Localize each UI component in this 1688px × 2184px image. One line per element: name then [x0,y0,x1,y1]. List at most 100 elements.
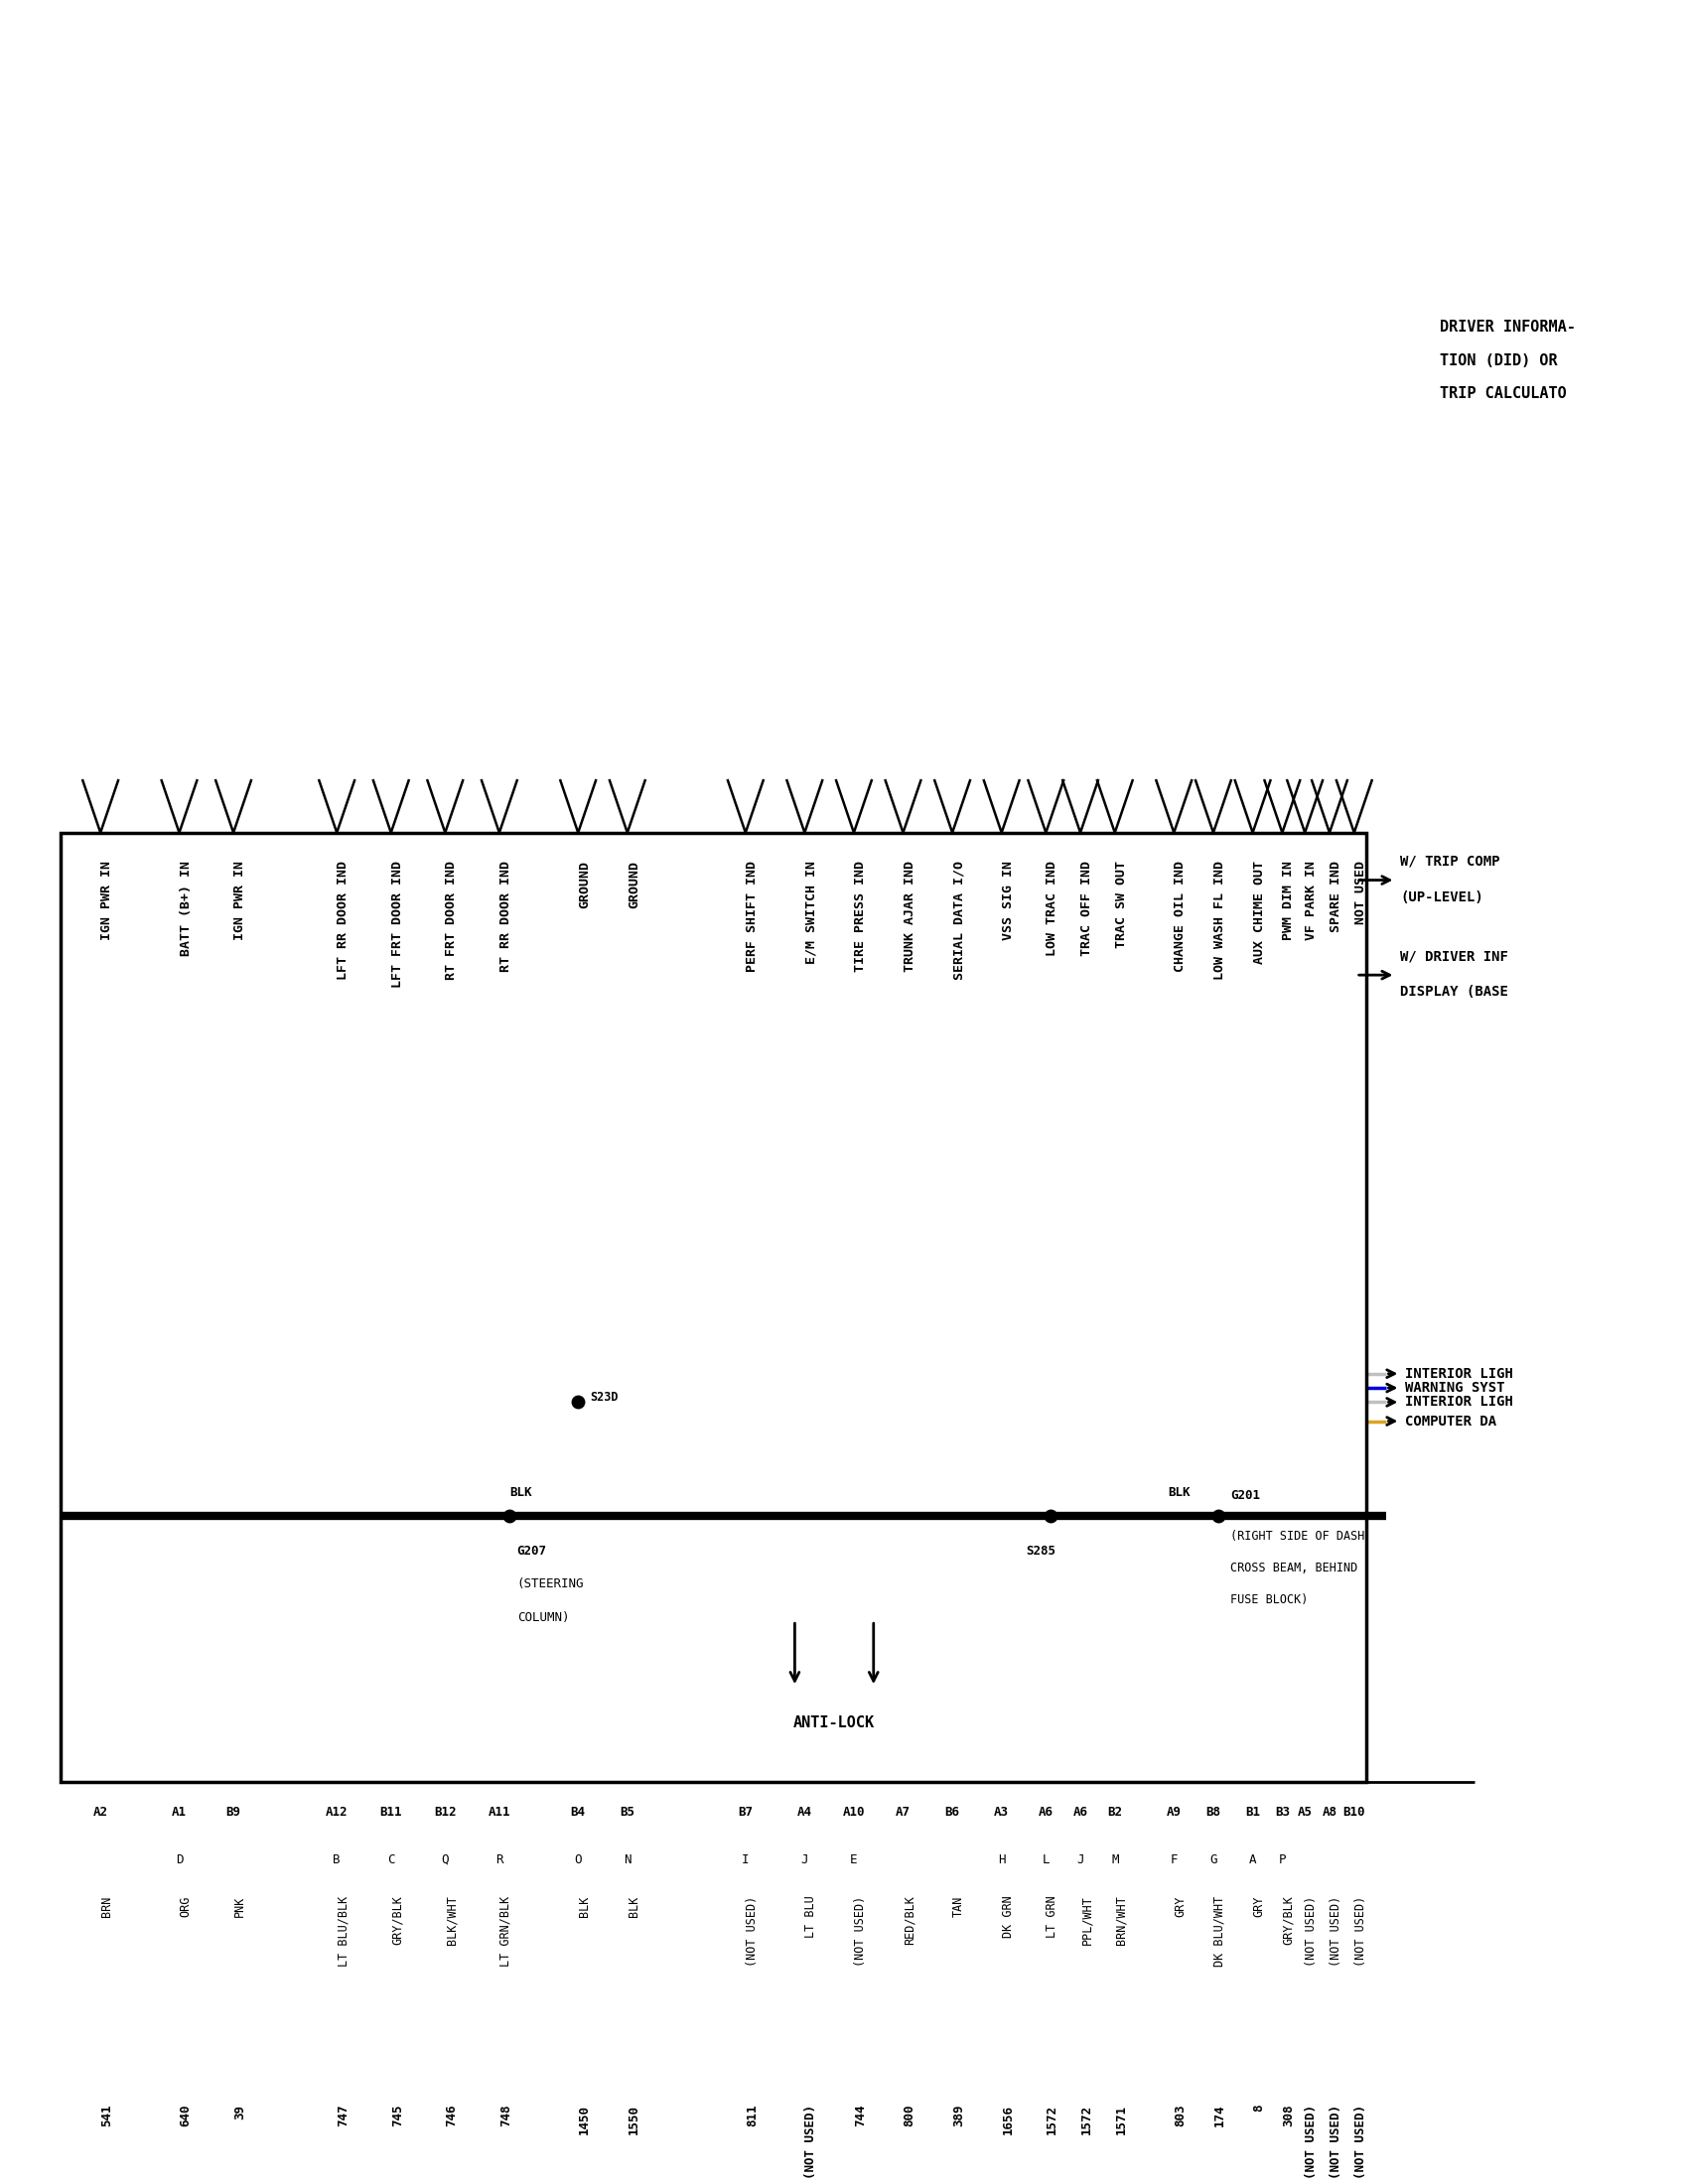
Text: B7: B7 [738,1806,753,1819]
Text: 640: 640 [179,2105,192,2127]
Text: 811: 811 [746,2105,758,2127]
Text: BLK: BLK [628,1896,640,1918]
Text: RED/BLK: RED/BLK [903,1896,917,1946]
Text: 747: 747 [338,2105,349,2127]
Text: LFT FRT DOOR IND: LFT FRT DOOR IND [392,860,403,987]
Text: BLK/WHT: BLK/WHT [446,1896,457,1946]
Text: 800: 800 [903,2105,917,2127]
Text: J: J [800,1852,809,1865]
Text: DISPLAY (BASE: DISPLAY (BASE [1401,985,1509,998]
Text: S23D: S23D [589,1391,618,1404]
Text: A6: A6 [1074,1806,1087,1819]
Text: COMPUTER DA: COMPUTER DA [1406,1415,1497,1428]
Text: G207: G207 [517,1544,547,1557]
Text: S285: S285 [1026,1544,1057,1557]
Text: 1572: 1572 [1047,2105,1058,2134]
Text: B3: B3 [1274,1806,1290,1819]
Text: (NOT USED): (NOT USED) [854,1896,866,1966]
Text: B6: B6 [945,1806,960,1819]
Text: A1: A1 [172,1806,187,1819]
Text: (NOT USED): (NOT USED) [1354,1896,1367,1966]
Text: A6: A6 [1038,1806,1053,1819]
Text: 39: 39 [233,2105,246,2118]
Text: NOT USED: NOT USED [1354,860,1367,924]
Text: IGN PWR IN: IGN PWR IN [101,860,113,941]
Text: J: J [1077,1852,1084,1865]
Text: TAN: TAN [952,1896,966,1918]
Text: B1: B1 [1246,1806,1261,1819]
Text: LT BLU: LT BLU [805,1896,817,1937]
Text: TRUNK AJAR IND: TRUNK AJAR IND [903,860,917,972]
Text: 8: 8 [1252,2105,1266,2112]
Text: O: O [574,1852,582,1865]
Text: G: G [1210,1852,1217,1865]
Text: DRIVER INFORMA-: DRIVER INFORMA- [1440,321,1575,334]
Bar [61,832,1366,1782]
Text: VF PARK IN: VF PARK IN [1305,860,1318,941]
Text: CHANGE OIL IND: CHANGE OIL IND [1173,860,1187,972]
Text: IGN PWR IN: IGN PWR IN [233,860,246,941]
Text: 803: 803 [1173,2105,1187,2127]
Text: A9: A9 [1166,1806,1182,1819]
Text: BRN/WHT: BRN/WHT [1114,1896,1128,1946]
Text: 745: 745 [392,2105,403,2127]
Text: LOW TRAC IND: LOW TRAC IND [1047,860,1058,957]
Text: H: H [998,1852,1006,1865]
Text: I: I [741,1852,749,1865]
Text: (NOT USED): (NOT USED) [805,2105,817,2180]
Text: A10: A10 [842,1806,864,1819]
Text: LFT RR DOOR IND: LFT RR DOOR IND [338,860,349,981]
Text: F: F [1170,1852,1178,1865]
Text: B5: B5 [619,1806,635,1819]
Text: (NOT USED): (NOT USED) [1305,1896,1318,1966]
Text: 748: 748 [500,2105,511,2127]
Text: R: R [496,1852,503,1865]
Text: A: A [1249,1852,1256,1865]
Text: CROSS BEAM, BEHIND: CROSS BEAM, BEHIND [1231,1562,1357,1575]
Text: C: C [387,1852,395,1865]
Text: (NOT USED): (NOT USED) [1305,2105,1318,2180]
Text: INTERIOR LIGH: INTERIOR LIGH [1406,1367,1514,1380]
Text: L: L [1041,1852,1050,1865]
Text: 746: 746 [446,2105,457,2127]
Text: LOW WASH FL IND: LOW WASH FL IND [1214,860,1225,981]
Text: D: D [176,1852,182,1865]
Text: (NOT USED): (NOT USED) [1354,2105,1367,2180]
Text: N: N [623,1852,631,1865]
Text: BLK: BLK [577,1896,591,1918]
Text: A8: A8 [1322,1806,1337,1819]
Text: BLK: BLK [510,1485,532,1498]
Text: LT GRN: LT GRN [1047,1896,1058,1937]
Text: SPARE IND: SPARE IND [1330,860,1342,933]
Text: A4: A4 [797,1806,812,1819]
Text: TION (DID) OR: TION (DID) OR [1440,354,1558,369]
Text: SERIAL DATA I/O: SERIAL DATA I/O [952,860,966,981]
Text: B10: B10 [1344,1806,1366,1819]
Text: RT FRT DOOR IND: RT FRT DOOR IND [446,860,457,981]
Text: (NOT USED): (NOT USED) [746,1896,758,1966]
Text: 1571: 1571 [1114,2105,1128,2134]
Text: TRIP CALCULATO: TRIP CALCULATO [1440,387,1566,402]
Text: WARNING SYST: WARNING SYST [1406,1380,1506,1396]
Text: 1450: 1450 [577,2105,591,2134]
Text: LT GRN/BLK: LT GRN/BLK [500,1896,511,1966]
Text: (NOT USED): (NOT USED) [1330,2105,1342,2180]
Text: B12: B12 [434,1806,456,1819]
Text: 744: 744 [854,2105,866,2127]
Text: A5: A5 [1298,1806,1312,1819]
Text: B9: B9 [226,1806,241,1819]
Text: GROUND: GROUND [628,860,640,909]
Text: BATT (B+) IN: BATT (B+) IN [179,860,192,957]
Text: A12: A12 [326,1806,348,1819]
Text: DK GRN: DK GRN [1001,1896,1014,1937]
Text: B4: B4 [571,1806,586,1819]
Text: PNK: PNK [233,1896,246,1918]
Text: GRY: GRY [1173,1896,1187,1918]
Text: 174: 174 [1214,2105,1225,2127]
Text: GRY: GRY [1252,1896,1266,1918]
Text: PWM DIM IN: PWM DIM IN [1283,860,1295,941]
Text: TRAC SW OUT: TRAC SW OUT [1114,860,1128,948]
Text: A11: A11 [488,1806,510,1819]
Text: (RIGHT SIDE OF DASH: (RIGHT SIDE OF DASH [1231,1531,1364,1544]
Text: (STEERING: (STEERING [517,1577,584,1590]
